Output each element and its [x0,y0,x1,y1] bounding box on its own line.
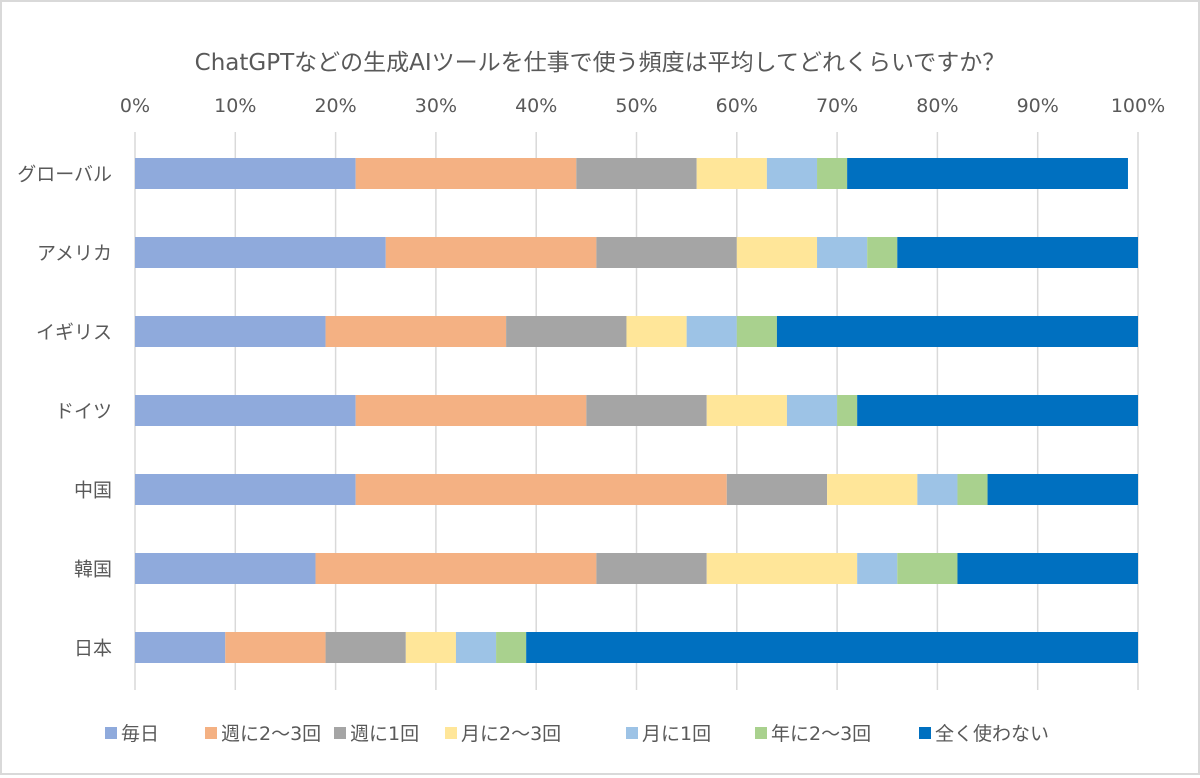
legend: 毎日 週に2〜3回 週に1回 月に2〜3回 月に1回 年に2〜3回 全く使わない [105,723,1049,745]
bar-segment [596,553,707,584]
x-tick-label: 70% [816,95,858,117]
x-tick-label: 30% [415,95,457,117]
bar-segment [455,632,497,663]
bar-segment [726,474,828,505]
bar-segment [135,316,326,347]
x-tick-label: 100% [1111,95,1165,117]
legend-label: 年に2〜3回 [771,723,871,745]
bar-segment [957,474,988,505]
bar-segment [135,474,356,505]
bar-segment [867,237,898,268]
bars [135,158,1138,663]
bar-segment [135,158,356,189]
bar-segment [405,632,456,663]
legend-swatch [105,727,117,739]
category-label: ドイツ [55,401,112,423]
legend-swatch [626,727,638,739]
legend-swatch [334,727,346,739]
legend-swatch [919,727,931,739]
legend-label: 月に2〜3回 [461,723,561,745]
category-label: グローバル [17,164,112,186]
bar-segment [135,553,316,584]
bar-segment [857,553,898,584]
bar-segment [827,474,918,505]
legend-label: 週に1回 [350,723,419,745]
bar-segment [325,632,406,663]
bar-segment [135,237,386,268]
bar-segment [506,316,627,347]
bar-segment [897,237,1138,268]
bar-segment [987,474,1138,505]
bar-segment [736,316,777,347]
x-tick-label: 90% [1017,95,1059,117]
category-label: イギリス [36,322,112,344]
x-tick-label: 20% [314,95,356,117]
legend-label: 全く使わない [935,723,1049,745]
bar-segment [626,316,687,347]
bar-segment [776,316,1138,347]
x-tick-label: 60% [716,95,758,117]
bar-segment [135,395,356,426]
category-label: 中国 [74,480,112,502]
legend-swatch [755,727,767,739]
x-tick-label: 40% [515,95,557,117]
x-tick-label: 0% [120,95,150,117]
bar-segment [526,632,1138,663]
legend-swatch [445,727,457,739]
category-label: アメリカ [37,243,112,265]
bar-segment [917,474,958,505]
bar-segment [355,474,727,505]
bar-segment [586,395,707,426]
bar-segment [706,395,787,426]
bar-segment [355,158,577,189]
bar-segment [736,237,818,268]
bar-segment [135,632,226,663]
bar-segment [786,395,838,426]
bar-segment [706,553,858,584]
category-label: 韓国 [74,559,112,581]
bar-segment [696,158,767,189]
bar-segment [355,395,587,426]
category-label: 日本 [74,638,112,660]
bar-segment [817,237,868,268]
legend-label: 月に1回 [642,723,711,745]
bar-segment [857,395,1138,426]
bar-segment [686,316,737,347]
bar-segment [837,395,858,426]
bar-segment [325,316,507,347]
bar-segment [315,553,597,584]
x-axis-ticks: 0% 10% 20% 30% 40% 50% 60% 70% 80% 90% 100% [120,95,1165,117]
bar-segment [576,158,697,189]
bar-segment [957,553,1138,584]
bar-segment [225,632,326,663]
bar-segment [385,237,597,268]
bar-segment [817,158,848,189]
bar-segment [897,553,958,584]
bar-segment [496,632,527,663]
bar-segment [596,237,737,268]
legend-label: 毎日 [121,723,159,745]
chart-title: ChatGPTなどの生成AIツールを仕事で使う頻度は平均してどれくらいですか？ [195,50,1006,76]
x-tick-label: 10% [214,95,256,117]
legend-label: 週に2〜3回 [221,723,321,745]
x-tick-label: 80% [916,95,958,117]
bar-segment [766,158,818,189]
bar-segment [847,158,1128,189]
x-tick-label: 50% [615,95,657,117]
legend-swatch [205,727,217,739]
